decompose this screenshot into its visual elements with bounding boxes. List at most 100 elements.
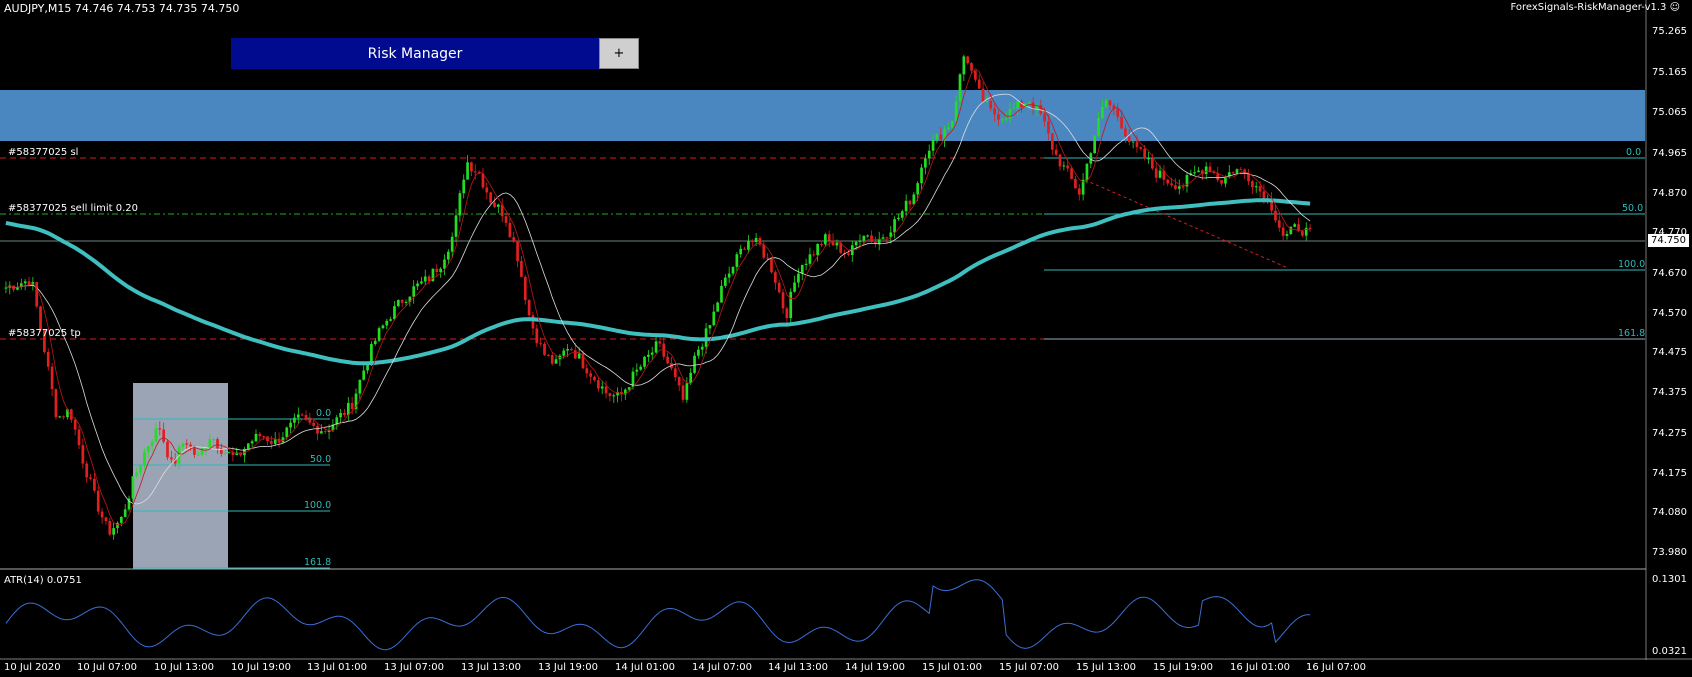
candle-body [962, 56, 966, 75]
candle-body [620, 392, 623, 395]
candle-body [997, 114, 1000, 120]
candle-body [904, 200, 908, 212]
time-tick: 15 Jul 13:00 [1076, 662, 1136, 673]
candle-body [889, 232, 893, 238]
price-tick: 74.570 [1652, 308, 1687, 319]
candle-body [504, 216, 508, 223]
candle-body [639, 366, 643, 370]
candle-body [296, 414, 300, 418]
candle-body [600, 386, 604, 389]
candle-body [254, 433, 258, 442]
candle-body [423, 276, 427, 282]
candle-body [627, 387, 631, 390]
risk-manager-button[interactable]: Risk Manager [231, 38, 599, 69]
candle-body [631, 371, 635, 388]
price-tick: 74.275 [1652, 428, 1687, 439]
fib-retracement-left[interactable] [133, 418, 330, 569]
candle-body [512, 237, 516, 242]
fib-retracement-right[interactable] [1044, 157, 1645, 340]
candle-body [385, 320, 389, 326]
candle-body [235, 452, 239, 456]
candle-body [866, 235, 870, 237]
candle-body [270, 441, 273, 444]
candle-body [485, 187, 489, 193]
candle-body [777, 282, 781, 293]
fib-right-100: 100.0 [1618, 259, 1646, 270]
candle-body [800, 264, 804, 274]
candle-body [1070, 168, 1073, 179]
time-tick: 16 Jul 01:00 [1230, 662, 1290, 673]
candle-body [947, 127, 950, 130]
risk-manager-expand-button[interactable]: + [599, 38, 639, 69]
candle-body [493, 202, 496, 207]
candle-body [170, 457, 173, 460]
time-tick: 10 Jul 13:00 [154, 662, 214, 673]
ma-red-line[interactable] [5, 68, 1311, 526]
time-tick: 10 Jul 19:00 [231, 662, 291, 673]
candle-body [1097, 118, 1100, 136]
candle-body [1062, 165, 1066, 167]
current-price-badge: 74.750 [1648, 234, 1689, 247]
candle-body [550, 355, 554, 364]
ma-slow-line[interactable] [5, 198, 1311, 366]
tp-order-label: #58377025 tp [8, 328, 81, 339]
candle-body [516, 241, 519, 262]
candle-body [970, 63, 973, 71]
candle-body [204, 447, 208, 449]
candle-body [323, 431, 327, 433]
candle-body [1274, 210, 1277, 221]
candle-body [1047, 121, 1050, 134]
candle-body [647, 354, 650, 357]
candle-body [208, 439, 212, 448]
candle-body [1281, 227, 1285, 236]
candle-body [189, 444, 192, 447]
candle-body [116, 522, 119, 529]
candle-body [1081, 179, 1085, 195]
candle-body [381, 325, 385, 329]
ma-white-line[interactable] [5, 93, 1311, 505]
candle-body [181, 443, 185, 447]
candle-body [58, 416, 62, 418]
candle-body [93, 478, 96, 491]
sl-order-label: #58377025 sl [8, 147, 79, 158]
candle-body [262, 436, 266, 438]
candle-body [612, 395, 616, 397]
candle-body [481, 173, 485, 188]
candle-body [412, 286, 416, 297]
candle-body [758, 238, 762, 245]
candle-body [1293, 224, 1297, 227]
candle-body [154, 428, 158, 443]
candle-body [1308, 227, 1312, 229]
candle-body [920, 167, 923, 184]
candle-body [1262, 191, 1266, 202]
candle-body [1043, 113, 1046, 122]
expert-advisor-label[interactable]: ForexSignals-RiskManager-v1.3 ☺ [1510, 2, 1680, 13]
candle-body [27, 281, 31, 286]
candle-body [1301, 231, 1304, 236]
selection-box[interactable] [133, 383, 228, 568]
candle-body [804, 263, 808, 265]
candle-body [43, 329, 46, 352]
candle-body [293, 417, 296, 423]
atr-min-tick: 0.0321 [1652, 646, 1687, 657]
candle-body [623, 389, 627, 395]
candle-body [858, 240, 862, 242]
candle-body [427, 276, 431, 282]
fib-left-161: 161.8 [304, 557, 332, 568]
candle-body [466, 162, 469, 180]
candle-body [1120, 116, 1123, 129]
candle-body [743, 248, 746, 250]
candle-body [927, 150, 931, 159]
candle-body [339, 413, 342, 418]
candle-body [1089, 153, 1093, 164]
resistance-zone[interactable] [0, 90, 1645, 141]
time-tick: 14 Jul 07:00 [692, 662, 752, 673]
candle-body [731, 266, 735, 274]
candle-body [1147, 158, 1150, 160]
candle-body [943, 129, 946, 141]
candle-body [816, 243, 819, 256]
time-tick: 13 Jul 01:00 [307, 662, 367, 673]
candle-body [150, 442, 154, 447]
candle-body [820, 243, 823, 245]
